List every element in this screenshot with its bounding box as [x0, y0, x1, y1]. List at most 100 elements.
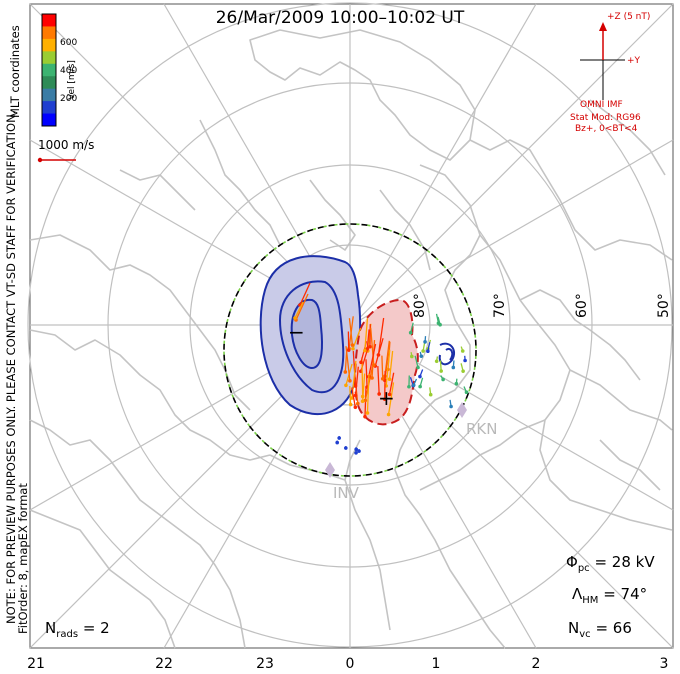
velocity-vector-origin — [357, 449, 361, 453]
lambda-subscript: HM — [582, 595, 599, 606]
velocity-vector — [352, 350, 357, 387]
colorbar-tick-200: 200 — [60, 94, 78, 104]
velocity-vector-origin — [463, 358, 467, 363]
velocity-vector-origin — [407, 384, 411, 389]
mlt-label-3: 3 — [659, 656, 669, 672]
velocity-vector-origin — [461, 369, 465, 373]
velocity-vector-origin — [408, 330, 413, 335]
velocity-vector-origin — [365, 411, 370, 415]
velocity-vector — [351, 387, 356, 408]
negative-cell — [259, 255, 362, 415]
velocity-vector — [414, 355, 419, 368]
inv-site-marker — [325, 462, 335, 478]
n-vc-symbol: N — [568, 619, 580, 637]
velocity-vector-origin — [376, 353, 381, 357]
velocity-vector-origin — [428, 392, 433, 397]
negative-sign: − — [288, 320, 305, 344]
velocity-vector-origin — [449, 404, 453, 409]
velocity-vector-origin — [386, 412, 391, 417]
velocity-vector-origin — [387, 377, 392, 382]
velocity-vector — [387, 382, 395, 415]
velocity-vector-origin — [353, 405, 358, 410]
phi-pc-stat: Φpc = 28 kV — [566, 553, 655, 574]
rkn-site-marker — [457, 402, 467, 418]
velocity-vector — [377, 366, 380, 394]
velocity-vector-origin — [419, 354, 424, 358]
velocity-vector-origin — [335, 440, 340, 445]
velocity-vector — [345, 346, 351, 381]
colorbar-segment — [42, 14, 56, 27]
velocity-vector — [366, 373, 370, 414]
velocity-vector — [361, 357, 364, 397]
colorbar-segment — [42, 26, 56, 40]
velocity-vector-origin — [454, 381, 459, 386]
velocity-colorbar — [41, 13, 57, 127]
radar-sites — [325, 402, 467, 478]
lambda-value: = 74° — [603, 585, 648, 603]
imf-model-line2: Bz+, 0<BT<4 — [575, 124, 638, 134]
velocity-vector — [295, 293, 309, 321]
velocity-vector — [354, 366, 359, 396]
colorbar-segment — [42, 88, 56, 102]
velocity-vector-origin — [416, 365, 420, 370]
velocity-vector — [388, 372, 395, 395]
colorbar-segment — [42, 76, 56, 90]
velocity-vector-origin — [377, 392, 381, 396]
velocity-vector — [381, 355, 384, 379]
reference-vector — [37, 157, 76, 163]
colorbar-segment — [42, 51, 56, 65]
velocity-vector — [388, 350, 394, 380]
latitude-label-60: 60° — [574, 293, 590, 318]
velocity-vector — [352, 327, 362, 349]
velocity-vector-origin — [344, 383, 348, 388]
site-label-rkn: RKN — [466, 420, 498, 438]
velocity-vector-origin — [354, 447, 359, 452]
velocity-vectors — [293, 282, 469, 455]
mlt-label-22: 22 — [155, 656, 173, 672]
map-title: 26/Mar/2009 10:00–10:02 UT — [215, 8, 465, 28]
fit-order-note: FitOrder: 8, mapEX format — [16, 483, 30, 634]
velocity-vector-origin — [293, 316, 297, 320]
velocity-vector-origin — [418, 384, 422, 389]
velocity-vector-origin — [348, 402, 353, 407]
colorbar-border — [41, 13, 57, 127]
contour-signs: − + — [288, 320, 395, 410]
mlt-label-2: 2 — [531, 656, 541, 672]
velocity-vector-origin — [350, 396, 354, 400]
positive-sign: + — [378, 386, 395, 410]
plot-frame — [29, 3, 674, 649]
n-rads-symbol: N — [45, 619, 57, 637]
velocity-vector-origin — [348, 379, 352, 383]
velocity-vector — [294, 301, 304, 319]
colorbar-tick-600: 600 — [60, 38, 78, 48]
phi-symbol: Φ — [566, 553, 578, 571]
mlt-label-23: 23 — [256, 656, 274, 672]
velocity-vector-origin — [380, 377, 385, 381]
velocity-vector-origin — [411, 383, 416, 387]
velocity-vector — [365, 359, 368, 388]
velocity-vector-origin — [363, 348, 367, 353]
imf-source: OMNI IMF — [580, 100, 623, 110]
mlt-label-1: 1 — [431, 656, 441, 672]
velocity-vector-origin — [438, 322, 442, 327]
velocity-vector-origin — [426, 349, 430, 354]
velocity-vector-origin — [423, 340, 427, 344]
n-rads-subscript: rads — [56, 629, 79, 640]
velocity-vector — [348, 318, 354, 346]
imf-model-line1: Stat Mod: RG96 — [570, 113, 641, 123]
velocity-vector-origin — [464, 390, 469, 395]
velocity-vector — [368, 343, 377, 377]
small-negative-contours — [438, 342, 456, 366]
velocity-vector-origin — [350, 343, 355, 347]
velocity-vector-origin — [441, 377, 445, 382]
velocity-vector-origin — [410, 354, 414, 359]
velocity-vector — [299, 282, 311, 306]
velocity-vector-origin — [368, 345, 372, 349]
velocity-vector — [377, 317, 385, 355]
velocity-vector — [384, 340, 390, 377]
mlt-label-21: 21 — [27, 656, 45, 672]
velocity-vector-origin — [346, 348, 351, 352]
velocity-vector-origin — [421, 349, 425, 353]
velocity-vector — [385, 349, 391, 386]
